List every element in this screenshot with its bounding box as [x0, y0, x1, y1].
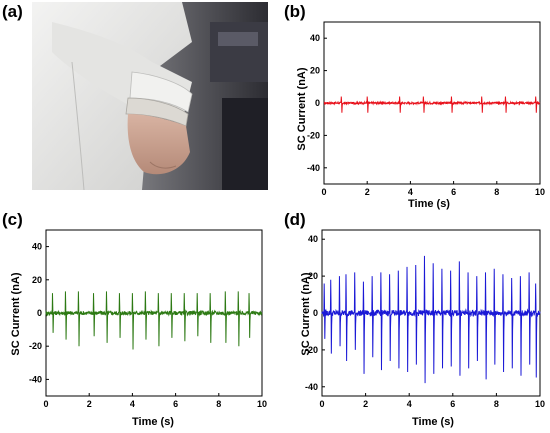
series-line — [321, 255, 541, 384]
x-tick-label: 6 — [173, 399, 178, 409]
y-tick-label: -20 — [29, 341, 42, 351]
x-tick-label: 8 — [494, 399, 499, 409]
y-tick-label: -40 — [307, 163, 320, 173]
x-tick-label: 4 — [408, 187, 413, 197]
x-tick-label: 10 — [535, 187, 545, 197]
y-tick-label: 20 — [32, 275, 42, 285]
panel-label-c: (c) — [2, 210, 23, 229]
chart-c-xlabel: Time (s) — [132, 416, 174, 428]
x-tick-label: 8 — [494, 187, 499, 197]
chart-d-ylabel: SC Current (nA) — [300, 272, 312, 356]
x-tick-label: 6 — [450, 399, 455, 409]
x-tick-label: 0 — [321, 187, 326, 197]
panel-label-d: (d) — [284, 210, 306, 229]
y-tick-label: -20 — [307, 130, 320, 140]
y-tick-label: 0 — [37, 308, 42, 318]
photo-hand — [127, 114, 190, 175]
series-line — [45, 291, 263, 350]
x-tick-label: 4 — [407, 399, 412, 409]
chart-d-xlabel: Time (s) — [412, 416, 454, 428]
chart-d-svg: -40 -20 0 20 40 0 2 4 6 8 10 — [305, 229, 545, 409]
x-tick-label: 2 — [365, 187, 370, 197]
y-tick-label: -40 — [29, 374, 42, 384]
y-tick-label: -20 — [305, 345, 318, 355]
chart-b-ylabel: SC Current (nA) — [296, 67, 308, 151]
y-tick-label: 40 — [310, 33, 320, 43]
photo-equipment — [210, 22, 268, 82]
panel-label-b: (b) — [284, 2, 306, 21]
wrist-band-photo — [32, 2, 268, 190]
y-tick-label: 40 — [32, 242, 42, 252]
x-tick-label: 0 — [319, 399, 324, 409]
x-tick-label: 10 — [257, 399, 267, 409]
panel-label-a: (a) — [2, 2, 23, 21]
y-tick-label: 40 — [308, 234, 318, 244]
x-tick-label: 2 — [87, 399, 92, 409]
chart-c: -40 -20 0 20 40 0 2 4 6 8 10 SC Current (nA) Time … — [2, 228, 268, 433]
y-tick-label: -40 — [305, 382, 318, 392]
x-tick-label: 10 — [535, 399, 545, 409]
x-tick-label: 0 — [43, 399, 48, 409]
photo-drawing — [32, 2, 268, 190]
y-tick-label: 20 — [308, 271, 318, 281]
series-line — [323, 96, 541, 113]
x-tick-label: 4 — [130, 399, 135, 409]
y-tick-label: 0 — [313, 308, 318, 318]
chart-c-ylabel: SC Current (nA) — [10, 272, 22, 356]
chart-b-svg: -40 -20 0 20 40 0 2 4 6 8 10 — [307, 21, 545, 197]
x-tick-label: 6 — [451, 187, 456, 197]
chart-b-xlabel: Time (s) — [408, 198, 450, 210]
y-tick-label: 0 — [315, 98, 320, 108]
x-tick-label: 8 — [216, 399, 221, 409]
chart-d: -40 -20 0 20 40 0 2 4 6 8 10 SC Current (nA) Time … — [284, 228, 550, 433]
chart-b: -40 -20 0 20 40 0 2 4 6 8 10 SC Current (nA) Time … — [284, 20, 550, 210]
y-tick-label: 20 — [310, 66, 320, 76]
x-tick-label: 2 — [363, 399, 368, 409]
chart-c-svg: -40 -20 0 20 40 0 2 4 6 8 10 — [29, 229, 267, 409]
